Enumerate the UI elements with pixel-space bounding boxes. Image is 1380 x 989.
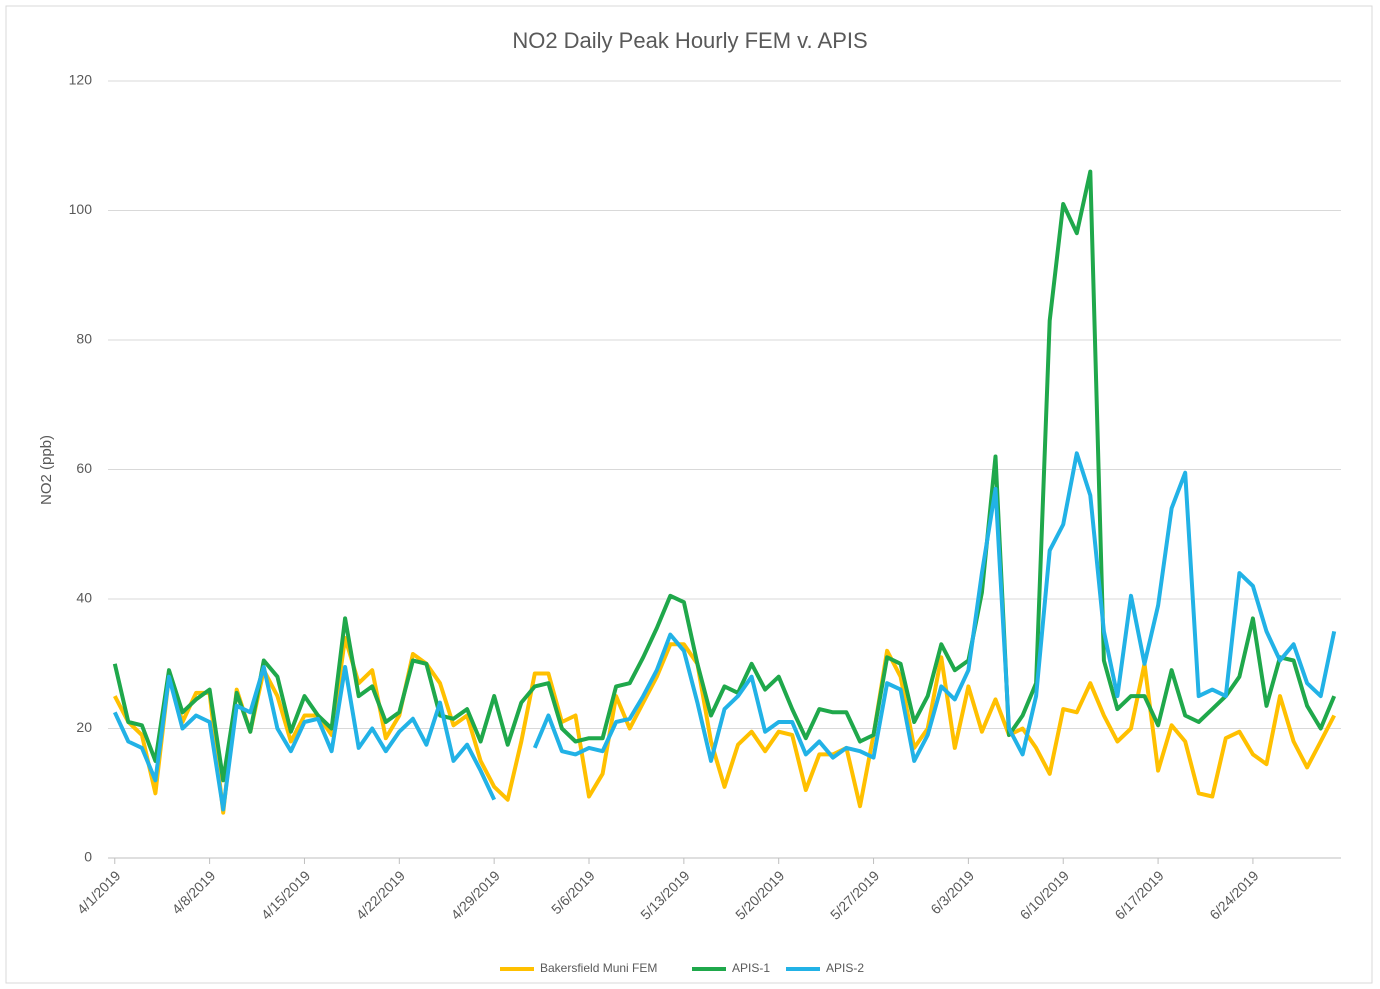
series-line <box>112 451 1337 812</box>
y-tick-label: 80 <box>76 331 92 347</box>
y-tick-label: 100 <box>69 201 93 217</box>
chart-title: NO2 Daily Peak Hourly FEM v. APIS <box>512 28 867 53</box>
y-tick-label: 0 <box>84 849 92 865</box>
y-tick-label: 120 <box>69 72 93 88</box>
y-tick-label: 40 <box>76 590 92 606</box>
y-axis-label: NO2 (ppb) <box>38 435 55 505</box>
y-tick-label: 20 <box>76 719 92 735</box>
legend-label: Bakersfield Muni FEM <box>540 961 657 975</box>
legend-label: APIS-1 <box>732 961 770 975</box>
y-tick-label: 60 <box>76 460 92 476</box>
series-line <box>112 169 1337 783</box>
chart-border <box>5 5 1373 984</box>
legend-label: APIS-2 <box>826 961 864 975</box>
